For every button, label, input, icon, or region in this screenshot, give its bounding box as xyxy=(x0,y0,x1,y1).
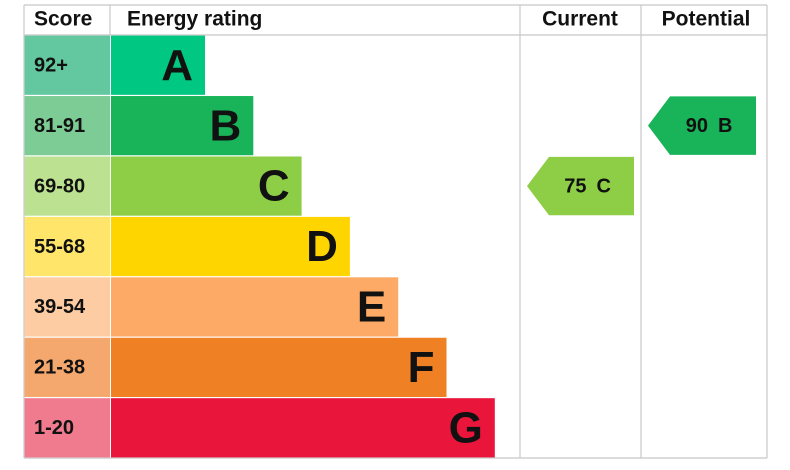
score-label: 21-38 xyxy=(34,357,85,379)
rating-bar xyxy=(111,35,205,95)
potential-score: 90 xyxy=(686,115,708,137)
score-label: 81-91 xyxy=(34,115,85,137)
score-label: 39-54 xyxy=(34,296,86,318)
score-cell xyxy=(24,156,111,216)
header-rating: Energy rating xyxy=(127,8,262,31)
score-cell xyxy=(24,277,111,337)
potential-letter: B xyxy=(718,115,732,137)
header-potential: Potential xyxy=(662,8,751,31)
header-score: Score xyxy=(34,8,92,31)
score-cell xyxy=(24,216,111,277)
band-letter: B xyxy=(210,101,242,150)
band-letter: A xyxy=(161,41,193,90)
band-letter: C xyxy=(258,162,290,211)
score-cell xyxy=(24,398,111,458)
score-label: 69-80 xyxy=(34,175,85,197)
score-cell xyxy=(24,96,111,156)
score-label: 55-68 xyxy=(34,236,85,258)
current-score: 75 xyxy=(564,175,586,197)
band-letter: G xyxy=(449,403,483,452)
rating-bar xyxy=(111,398,495,458)
band-letter: F xyxy=(408,343,435,392)
potential-arrow xyxy=(648,96,756,155)
rating-bar xyxy=(111,156,302,216)
current-letter: C xyxy=(597,175,611,197)
rating-bar xyxy=(111,277,399,337)
score-label: 1-20 xyxy=(34,417,74,439)
band-letter: D xyxy=(306,222,338,271)
band-letter: E xyxy=(357,283,386,332)
score-cell xyxy=(24,337,111,397)
rating-bar xyxy=(111,96,254,156)
rating-bar xyxy=(111,216,350,277)
score-label: 92+ xyxy=(34,54,68,76)
current-arrow xyxy=(527,156,634,216)
rating-bar xyxy=(111,337,447,397)
header-current: Current xyxy=(542,8,618,31)
score-cell xyxy=(24,35,111,95)
